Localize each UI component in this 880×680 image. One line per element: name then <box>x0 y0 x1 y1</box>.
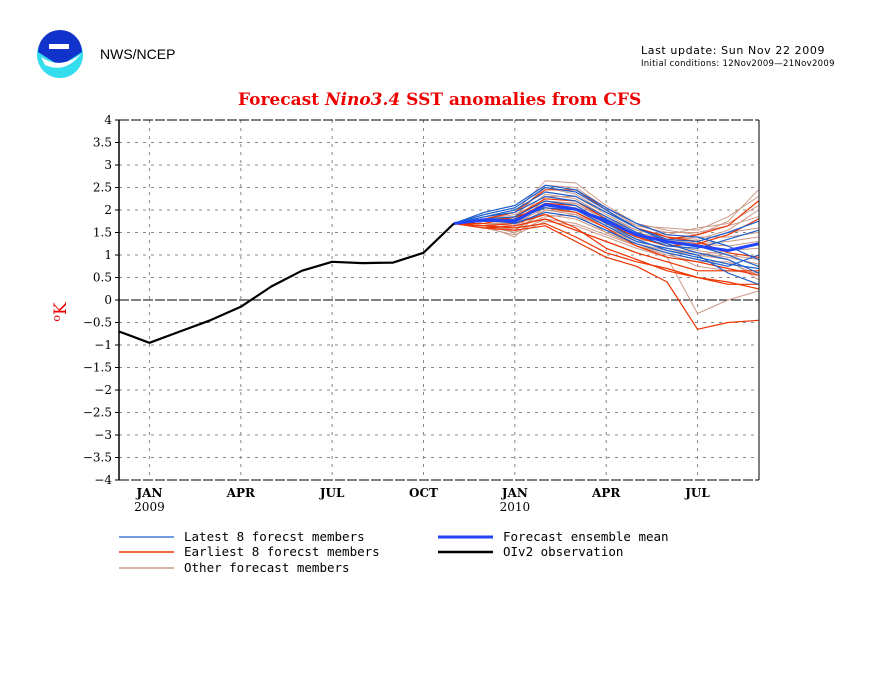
axes: 4 3.5 3 2.5 2 1.5 1 0.5 0 −0.5 −1 −1.5 −2 −2.5 −3 −3.5 −… <box>50 113 760 514</box>
legend-label-other-members: Other forecast members <box>184 560 350 575</box>
y-tick-label: −1.5 <box>83 361 112 375</box>
chart-title: Forecast Nino3.4 SST anomalies from CFS <box>238 90 641 110</box>
y-tick-label: 0 <box>104 293 112 307</box>
ensemble-mean-line <box>453 203 759 252</box>
x-tick-label: APR <box>226 486 256 500</box>
y-tick-label: 0.5 <box>93 271 112 285</box>
y-tick-label: −2.5 <box>83 406 112 420</box>
y-tick-label: 3 <box>104 158 112 172</box>
y-tick-label: 2 <box>104 203 112 217</box>
observation-line <box>118 222 455 344</box>
y-tick-label: −2 <box>94 383 112 397</box>
y-tick-label: −4 <box>94 473 112 487</box>
latest-member-line <box>453 195 759 274</box>
y-tick-label: −0.5 <box>83 316 112 330</box>
other-member-line <box>453 218 759 274</box>
grid <box>119 120 759 480</box>
y-tick-label: 2.5 <box>93 181 112 195</box>
x-tick-label: OCT <box>409 486 438 500</box>
y-tick-label: 1 <box>104 248 112 262</box>
last-update: Last update: Sun Nov 22 2009 <box>641 44 826 57</box>
earliest-member-line <box>453 213 759 290</box>
earliest-member-line <box>453 222 759 285</box>
latest-member-line <box>453 184 759 261</box>
latest-member-line <box>453 200 759 270</box>
other-member-line <box>453 220 759 314</box>
earliest-member-line <box>453 218 759 272</box>
y-axis-label: oK <box>50 302 71 322</box>
x-tick-label: JAN <box>135 486 162 500</box>
legend-label-ensemble-mean: Forecast ensemble mean <box>503 529 669 544</box>
title-suffix: SST anomalies from CFS <box>406 90 642 110</box>
earliest-member-line <box>453 207 759 276</box>
legend-label-latest-members: Latest 8 forecst members <box>184 529 365 544</box>
noaa-logo <box>37 30 83 78</box>
initial-conditions: Initial conditions: 12Nov2009—21Nov2009 <box>641 59 835 69</box>
title-prefix: Forecast <box>238 90 320 110</box>
legend-label-observation: OIv2 observation <box>503 544 623 559</box>
y-tick-label: 4 <box>104 113 112 127</box>
y-tick-label: 3.5 <box>93 136 112 150</box>
x-tick-label: JUL <box>319 486 345 500</box>
earliest-member-line <box>453 222 759 330</box>
org-name: NWS/NCEP <box>100 46 176 62</box>
title-italic: Nino3.4 <box>324 90 401 110</box>
y-tick-label: 1.5 <box>93 226 112 240</box>
x-tick-year: 2010 <box>500 500 531 514</box>
main-lines <box>118 203 759 344</box>
y-tick-label: −3 <box>94 428 112 442</box>
legend-label-earliest-members: Earliest 8 forecst members <box>184 544 380 559</box>
x-tick-label: JAN <box>501 486 528 500</box>
y-tick-label: −1 <box>94 338 112 352</box>
y-tick-label: −3.5 <box>83 451 112 465</box>
forecast-members <box>453 180 759 330</box>
x-tick-label: APR <box>591 486 621 500</box>
latest-member-line <box>453 191 759 243</box>
x-tick-label: JUL <box>684 486 710 500</box>
x-tick-year: 2009 <box>134 500 165 514</box>
